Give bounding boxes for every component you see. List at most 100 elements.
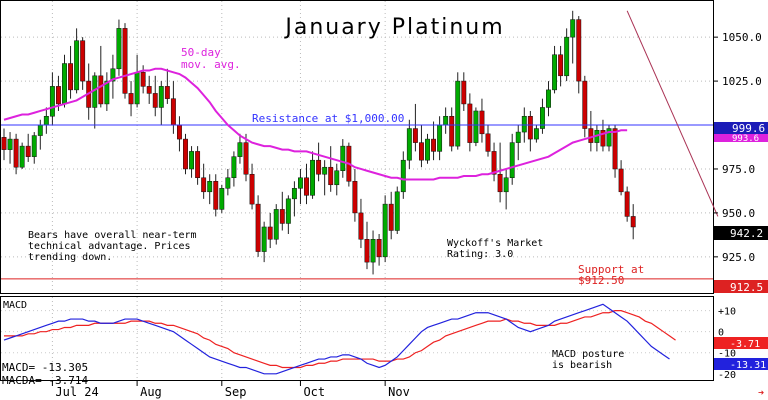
support-tag: 912.5 bbox=[714, 280, 768, 294]
moving-average-line bbox=[3, 67, 628, 181]
candle-up bbox=[7, 138, 13, 150]
candle-up bbox=[231, 156, 237, 179]
macd-lines bbox=[3, 303, 676, 375]
candle-down bbox=[388, 203, 394, 231]
indicator-lines bbox=[1, 10, 719, 280]
candle-up bbox=[43, 115, 49, 126]
svg-text:-13.31: -13.31 bbox=[730, 360, 766, 371]
candle-down bbox=[582, 80, 588, 129]
candle-up bbox=[406, 128, 412, 161]
text-line: Rating: 3.0 bbox=[447, 249, 513, 260]
candle-down bbox=[412, 128, 418, 143]
candle-up bbox=[134, 72, 140, 105]
candle-down bbox=[195, 151, 201, 179]
candle-up bbox=[564, 36, 570, 77]
text-line: $912.50 bbox=[578, 274, 624, 287]
candle-up bbox=[443, 115, 449, 126]
text-line: is bearish bbox=[552, 360, 612, 371]
candle-down bbox=[13, 138, 19, 168]
candle-down bbox=[1, 137, 7, 150]
candle-down bbox=[467, 103, 473, 143]
macd-posture-note: MACD posture is bearish bbox=[552, 349, 624, 371]
text-line: Wyckoff's Market bbox=[447, 238, 543, 249]
candle-down bbox=[630, 216, 636, 228]
date-tick-label: Jul 24 bbox=[55, 385, 98, 399]
date-axis: Jul 24 Aug Sep Oct Nov bbox=[51, 380, 410, 399]
candle-down bbox=[527, 115, 533, 140]
candle-up bbox=[382, 203, 388, 258]
candle-up bbox=[110, 68, 116, 82]
candle-up bbox=[285, 198, 291, 224]
candle-down bbox=[364, 239, 370, 263]
candle-down bbox=[479, 110, 485, 135]
candle-up bbox=[515, 131, 521, 143]
candle-down bbox=[122, 28, 128, 94]
candle-down bbox=[25, 145, 31, 157]
resistance-label: Resistance at $1,000.00 bbox=[252, 112, 404, 125]
candle-up bbox=[540, 107, 545, 129]
svg-text:912.5: 912.5 bbox=[730, 281, 763, 294]
candle-down bbox=[243, 142, 249, 175]
candle-up bbox=[322, 166, 328, 175]
candle-up bbox=[237, 142, 243, 157]
macd-line bbox=[3, 303, 670, 375]
candle-down bbox=[249, 173, 255, 205]
candle-up bbox=[62, 63, 67, 105]
date-tick-label: Aug bbox=[140, 385, 162, 399]
bearish-note: Bears have overall near-term technical ad… bbox=[28, 230, 197, 263]
macd-tick-label: 0 bbox=[718, 328, 724, 339]
text-line: MACD posture bbox=[552, 349, 624, 360]
date-tick-label: Sep bbox=[225, 385, 247, 399]
date-tick-label: Oct bbox=[303, 385, 325, 399]
price-tick-label: 925.0 bbox=[722, 251, 755, 264]
candle-down bbox=[177, 124, 182, 140]
text-line: mov. avg. bbox=[181, 58, 241, 71]
candle-down bbox=[68, 63, 73, 91]
candle-up bbox=[473, 110, 479, 143]
candle-down bbox=[80, 40, 86, 82]
candle-down bbox=[588, 128, 594, 143]
candle-down bbox=[201, 177, 207, 193]
candle-down bbox=[146, 86, 152, 94]
svg-text:999.6: 999.6 bbox=[732, 122, 765, 135]
candle-up bbox=[340, 145, 346, 171]
candle-down bbox=[279, 209, 285, 224]
candle-up bbox=[437, 124, 443, 152]
macd-tick-label: -20 bbox=[718, 370, 736, 381]
candle-down bbox=[449, 115, 455, 147]
wyckoff-rating-note: Wyckoff's Market Rating: 3.0 bbox=[447, 238, 543, 260]
candle-down bbox=[56, 86, 61, 105]
price-tick-label: 975.0 bbox=[722, 163, 755, 176]
price-tick-label: 1050.0 bbox=[722, 31, 762, 44]
candle-down bbox=[419, 142, 424, 161]
candle-down bbox=[213, 181, 219, 210]
candle-up bbox=[291, 188, 297, 200]
text-line: Support at bbox=[578, 263, 644, 276]
macd-tag: -13.31 bbox=[714, 358, 768, 371]
candle-down bbox=[376, 239, 382, 258]
candle-down bbox=[358, 212, 364, 240]
candle-up bbox=[189, 151, 195, 170]
svg-text:942.2: 942.2 bbox=[730, 227, 763, 240]
last-price-tag: 942.2 bbox=[714, 226, 768, 240]
ma-tag: 993.6 bbox=[714, 134, 768, 144]
candle-up bbox=[370, 239, 376, 263]
candle-down bbox=[140, 72, 146, 87]
candle-up bbox=[503, 177, 509, 193]
macda-readout: MACDA= -3.714 bbox=[2, 374, 88, 387]
text-line: Bears have overall near-term bbox=[28, 230, 197, 241]
candle-down bbox=[352, 181, 358, 214]
candle-down bbox=[304, 177, 309, 196]
candle-up bbox=[425, 138, 430, 161]
price-tick-label: 950.0 bbox=[722, 207, 755, 220]
candle-down bbox=[98, 75, 104, 105]
candle-up bbox=[261, 226, 267, 252]
candle-up bbox=[31, 135, 37, 157]
macd-readout: MACD= -13.305 bbox=[2, 361, 88, 374]
svg-text:993.6: 993.6 bbox=[732, 134, 759, 144]
scroll-arrow-icon[interactable]: ➜ bbox=[758, 388, 764, 399]
candle-up bbox=[533, 128, 539, 140]
candle-down bbox=[128, 93, 134, 105]
candle-down bbox=[170, 98, 176, 126]
price-axis: 925.0 950.0 975.0 1025.0 1050.0 bbox=[713, 31, 762, 264]
